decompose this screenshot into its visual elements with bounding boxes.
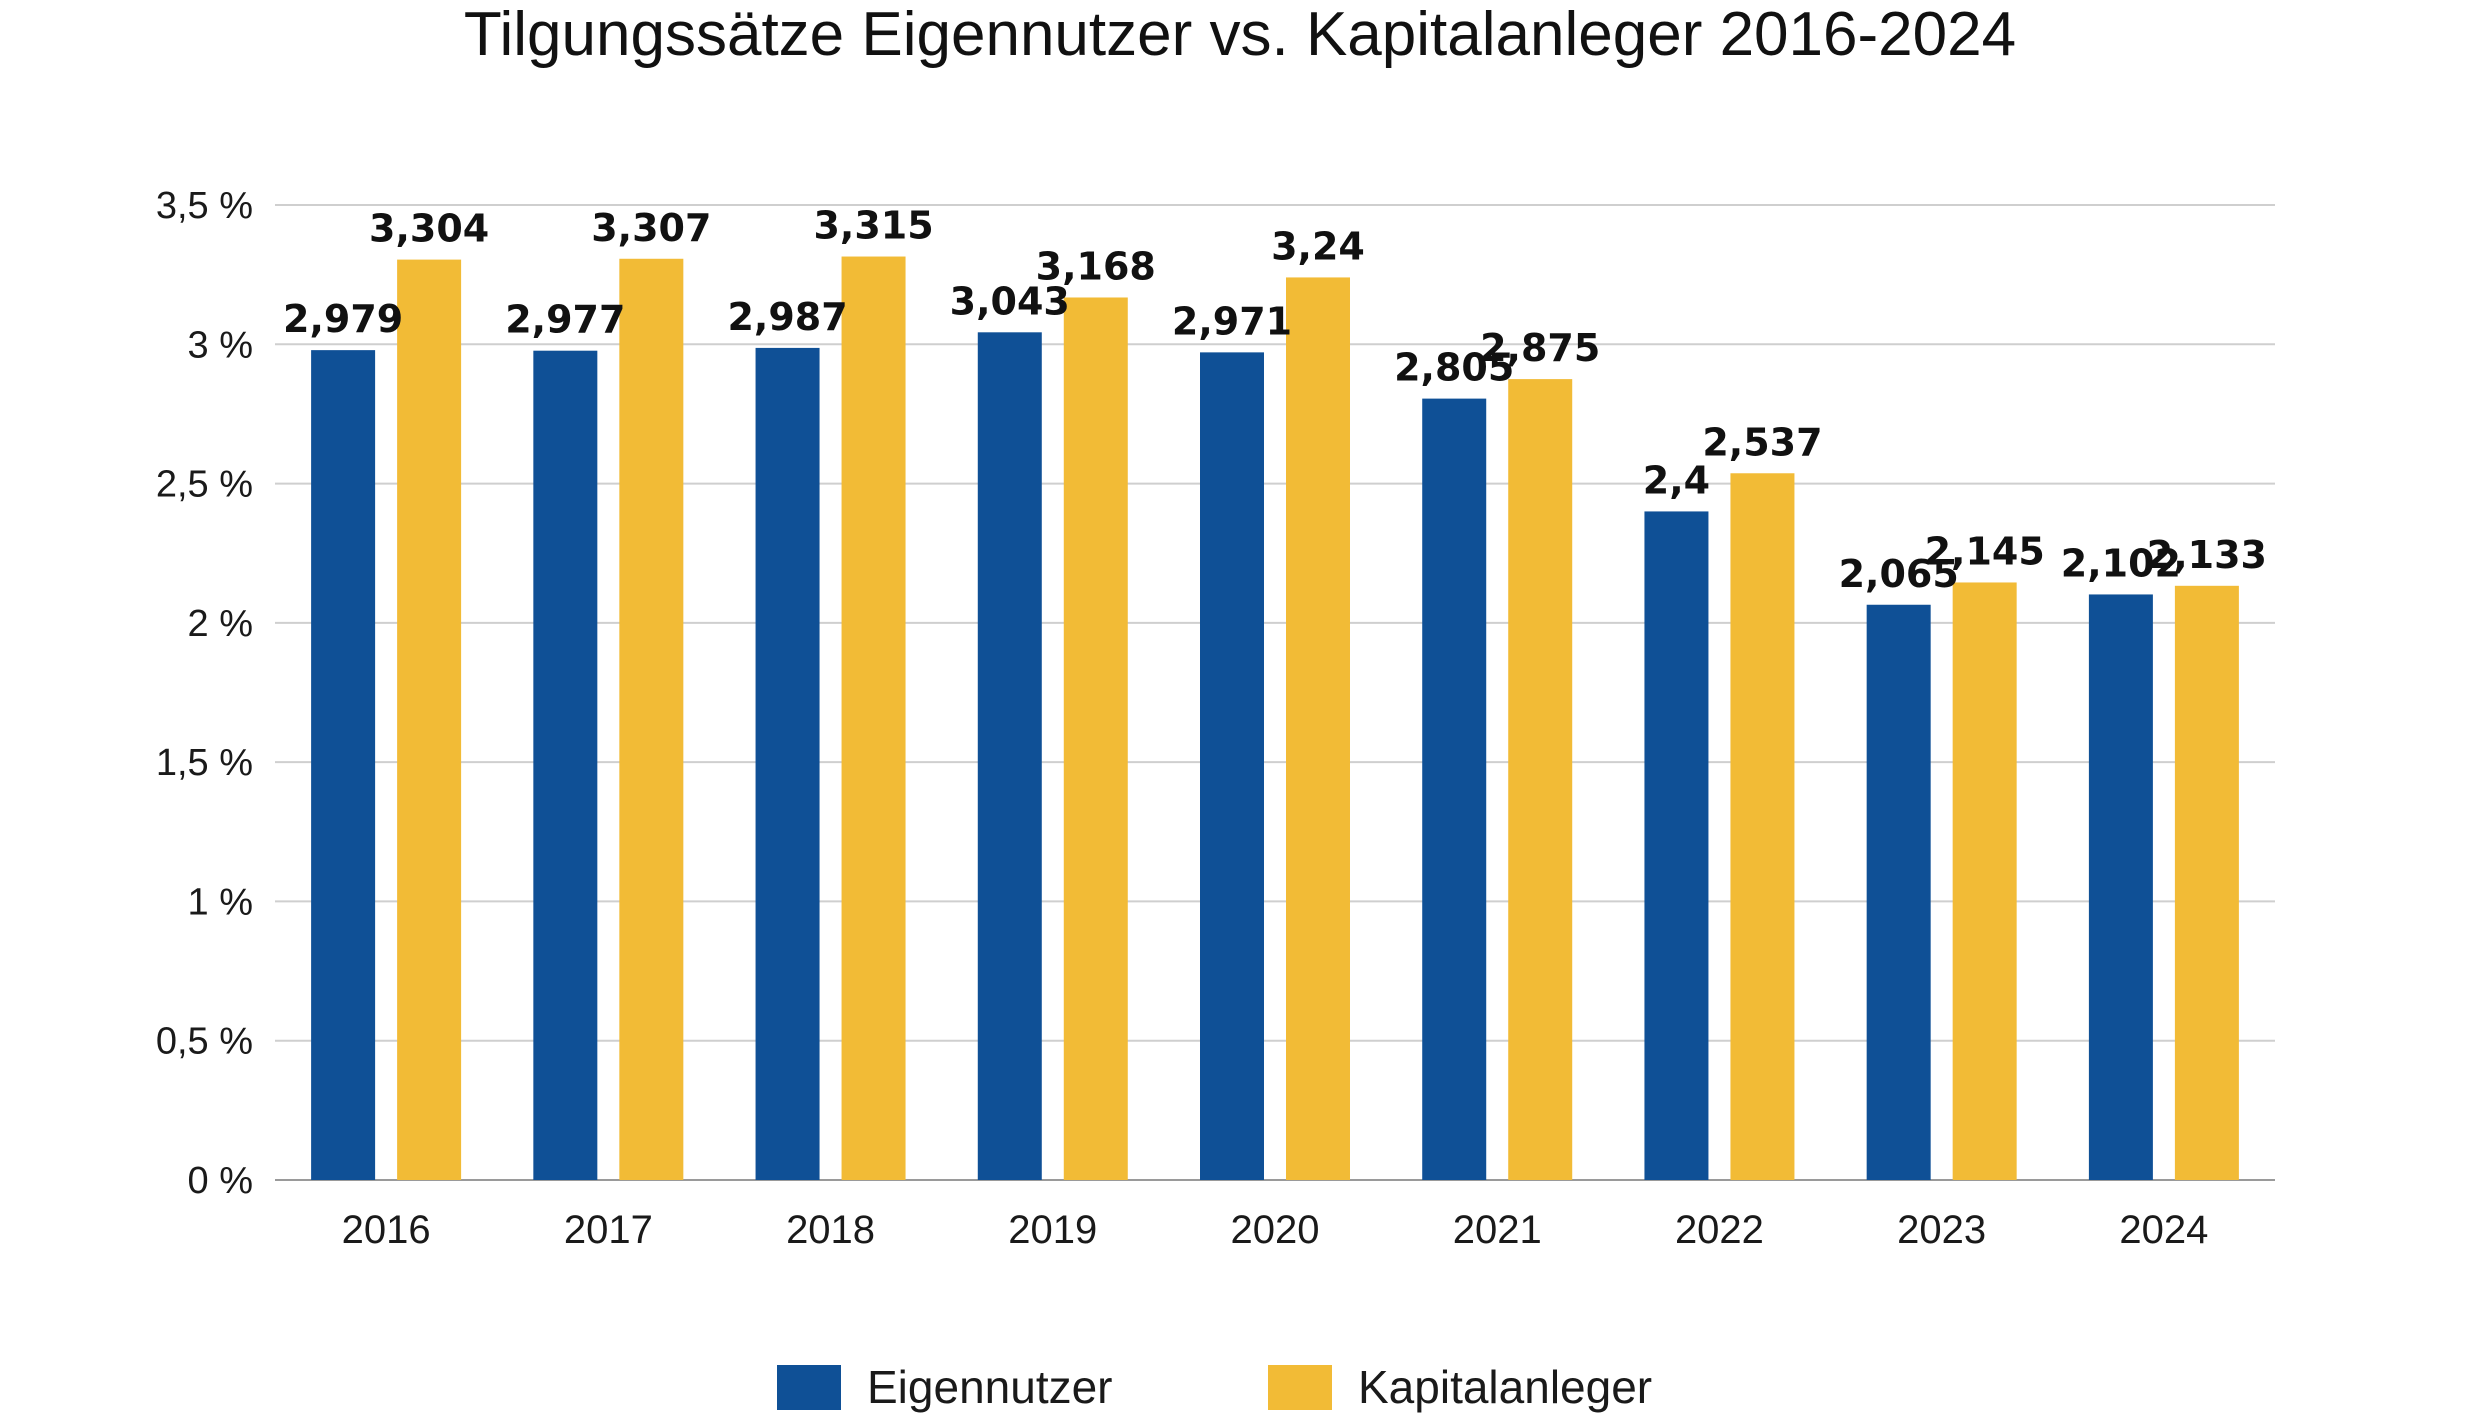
bar-kapitalanleger-2019 [1063, 297, 1128, 1180]
data-label: 3,315 [813, 204, 933, 248]
data-label: 2,987 [727, 295, 847, 339]
y-tick-label: 0,5 % [156, 1021, 253, 1063]
x-tick-label: 2019 [1008, 1208, 1097, 1252]
y-tick-label: 2 % [188, 603, 253, 645]
bar-eigennutzer-2021 [1422, 398, 1487, 1180]
y-tick-label: 2,5 % [156, 464, 253, 506]
x-tick-label: 2018 [786, 1208, 875, 1252]
bar-eigennutzer-2018 [755, 347, 820, 1181]
chart-title: Tilgungssätze Eigennutzer vs. Kapitalanl… [464, 0, 2016, 69]
bar-kapitalanleger-2016 [397, 259, 462, 1181]
x-tick-label: 2016 [342, 1208, 431, 1252]
data-label: 2,979 [283, 297, 403, 341]
y-tick-label: 0 % [188, 1160, 253, 1202]
value-labels: 2,979 3,304 2,977 3,307 2,987 3,315 3,0433,168… [283, 204, 2267, 596]
data-label: 2,537 [1702, 420, 1822, 464]
bar-eigennutzer-2016 [311, 350, 376, 1180]
x-tick-label: 2024 [2119, 1208, 2208, 1252]
x-tick-label: 2022 [1675, 1208, 1764, 1252]
bar-kapitalanleger-2017 [619, 258, 684, 1180]
bar-kapitalanleger-2020 [1286, 277, 1350, 1180]
legend-label: Eigennutzer [867, 1361, 1113, 1413]
data-label: 3,304 [369, 207, 489, 251]
legend-swatch [1268, 1365, 1332, 1410]
data-label: 3,168 [1036, 244, 1156, 288]
bars [311, 256, 2239, 1181]
data-label: 2,875 [1480, 326, 1600, 370]
y-axis-ticks: 0 % 0,5 % 1 % 1,5 % 2 % 2,5 % 3 % 3,5 % [156, 185, 253, 1202]
y-tick-label: 1,5 % [156, 742, 253, 784]
bar-kapitalanleger-2021 [1508, 379, 1573, 1180]
data-label: 2,977 [505, 298, 625, 342]
bar-eigennutzer-2019 [977, 332, 1042, 1180]
data-label: 2,102 [2061, 541, 2181, 585]
y-tick-label: 1 % [188, 881, 253, 923]
bar-eigennutzer-2022 [1644, 511, 1709, 1180]
data-label: 2,133 [2147, 533, 2267, 577]
bar-kapitalanleger-2022 [1730, 473, 1795, 1180]
data-label: 2,145 [1925, 529, 2045, 573]
bar-eigennutzer-2023 [1866, 604, 1931, 1180]
data-label: 3,043 [950, 279, 1070, 323]
bar-kapitalanleger-2018 [841, 256, 906, 1180]
data-label: 2,4 [1643, 458, 1710, 502]
bar-eigennutzer-2024 [2088, 594, 2153, 1180]
x-tick-label: 2021 [1453, 1208, 1542, 1252]
legend: Eigennutzer Kapitalanleger [777, 1361, 1652, 1413]
data-label: 2,805 [1394, 346, 1514, 390]
y-tick-label: 3,5 % [156, 185, 253, 227]
data-label: 2,971 [1172, 299, 1292, 343]
bar-kapitalanleger-2024 [2174, 585, 2239, 1180]
x-tick-label: 2017 [564, 1208, 653, 1252]
bar-eigennutzer-2017 [533, 350, 598, 1180]
bar-kapitalanleger-2023 [1952, 582, 2017, 1180]
x-tick-label: 2020 [1231, 1208, 1320, 1252]
data-label: 3,24 [1271, 224, 1365, 268]
y-tick-label: 3 % [188, 324, 253, 366]
gridlines [275, 204, 2275, 1181]
x-axis-ticks: 2016 2017 2018 2019 2020 2021 2022 2023 2024 [342, 1208, 2209, 1252]
data-label: 2,065 [1839, 552, 1959, 596]
x-tick-label: 2023 [1897, 1208, 1986, 1252]
legend-label: Kapitalanleger [1358, 1361, 1652, 1413]
data-label: 3,307 [591, 206, 711, 250]
legend-swatch [777, 1365, 841, 1410]
bar-eigennutzer-2020 [1200, 352, 1264, 1181]
